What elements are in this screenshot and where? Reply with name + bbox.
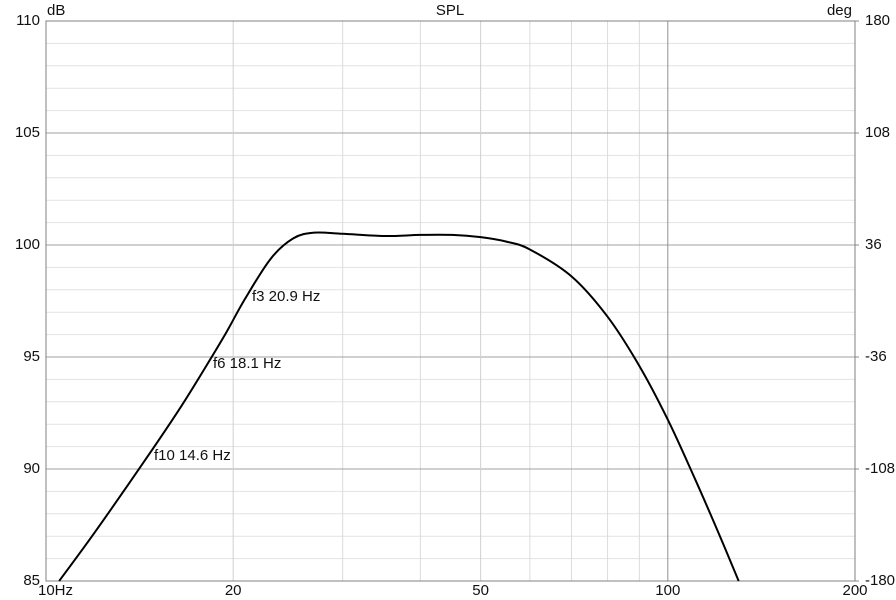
annotation: f6 18.1 Hz [213, 355, 281, 372]
y-tick-label: 95 [23, 348, 40, 365]
annotation: f10 14.6 Hz [154, 447, 231, 464]
y-axis-label: dB [47, 2, 65, 19]
y-tick-label: 105 [15, 124, 40, 141]
plot-frame [45, 20, 856, 582]
x-tick-label: 50 [472, 582, 489, 599]
x-tick-label: 200 [842, 582, 867, 599]
chart-title: SPL [436, 2, 464, 19]
annotation: f3 20.9 Hz [252, 288, 320, 305]
x-tick-label: 100 [655, 582, 680, 599]
x-tick-label: 20 [225, 582, 242, 599]
y2-tick-label: 108 [865, 124, 890, 141]
y-tick-label: 90 [23, 460, 40, 477]
y-tick-label: 110 [16, 12, 40, 29]
y-tick-label: 100 [15, 236, 40, 253]
y2-tick-label: -108 [865, 460, 895, 477]
x-tick-label: 10Hz [38, 582, 73, 599]
y2-tick-label: -180 [865, 572, 895, 589]
y2-tick-label: -36 [865, 348, 887, 365]
y2-tick-label: 180 [865, 12, 890, 29]
spl-curve [58, 231, 740, 582]
y2-axis-label: deg [827, 2, 852, 19]
y2-tick-label: 36 [865, 236, 882, 253]
y-tick-label: 85 [23, 572, 40, 589]
